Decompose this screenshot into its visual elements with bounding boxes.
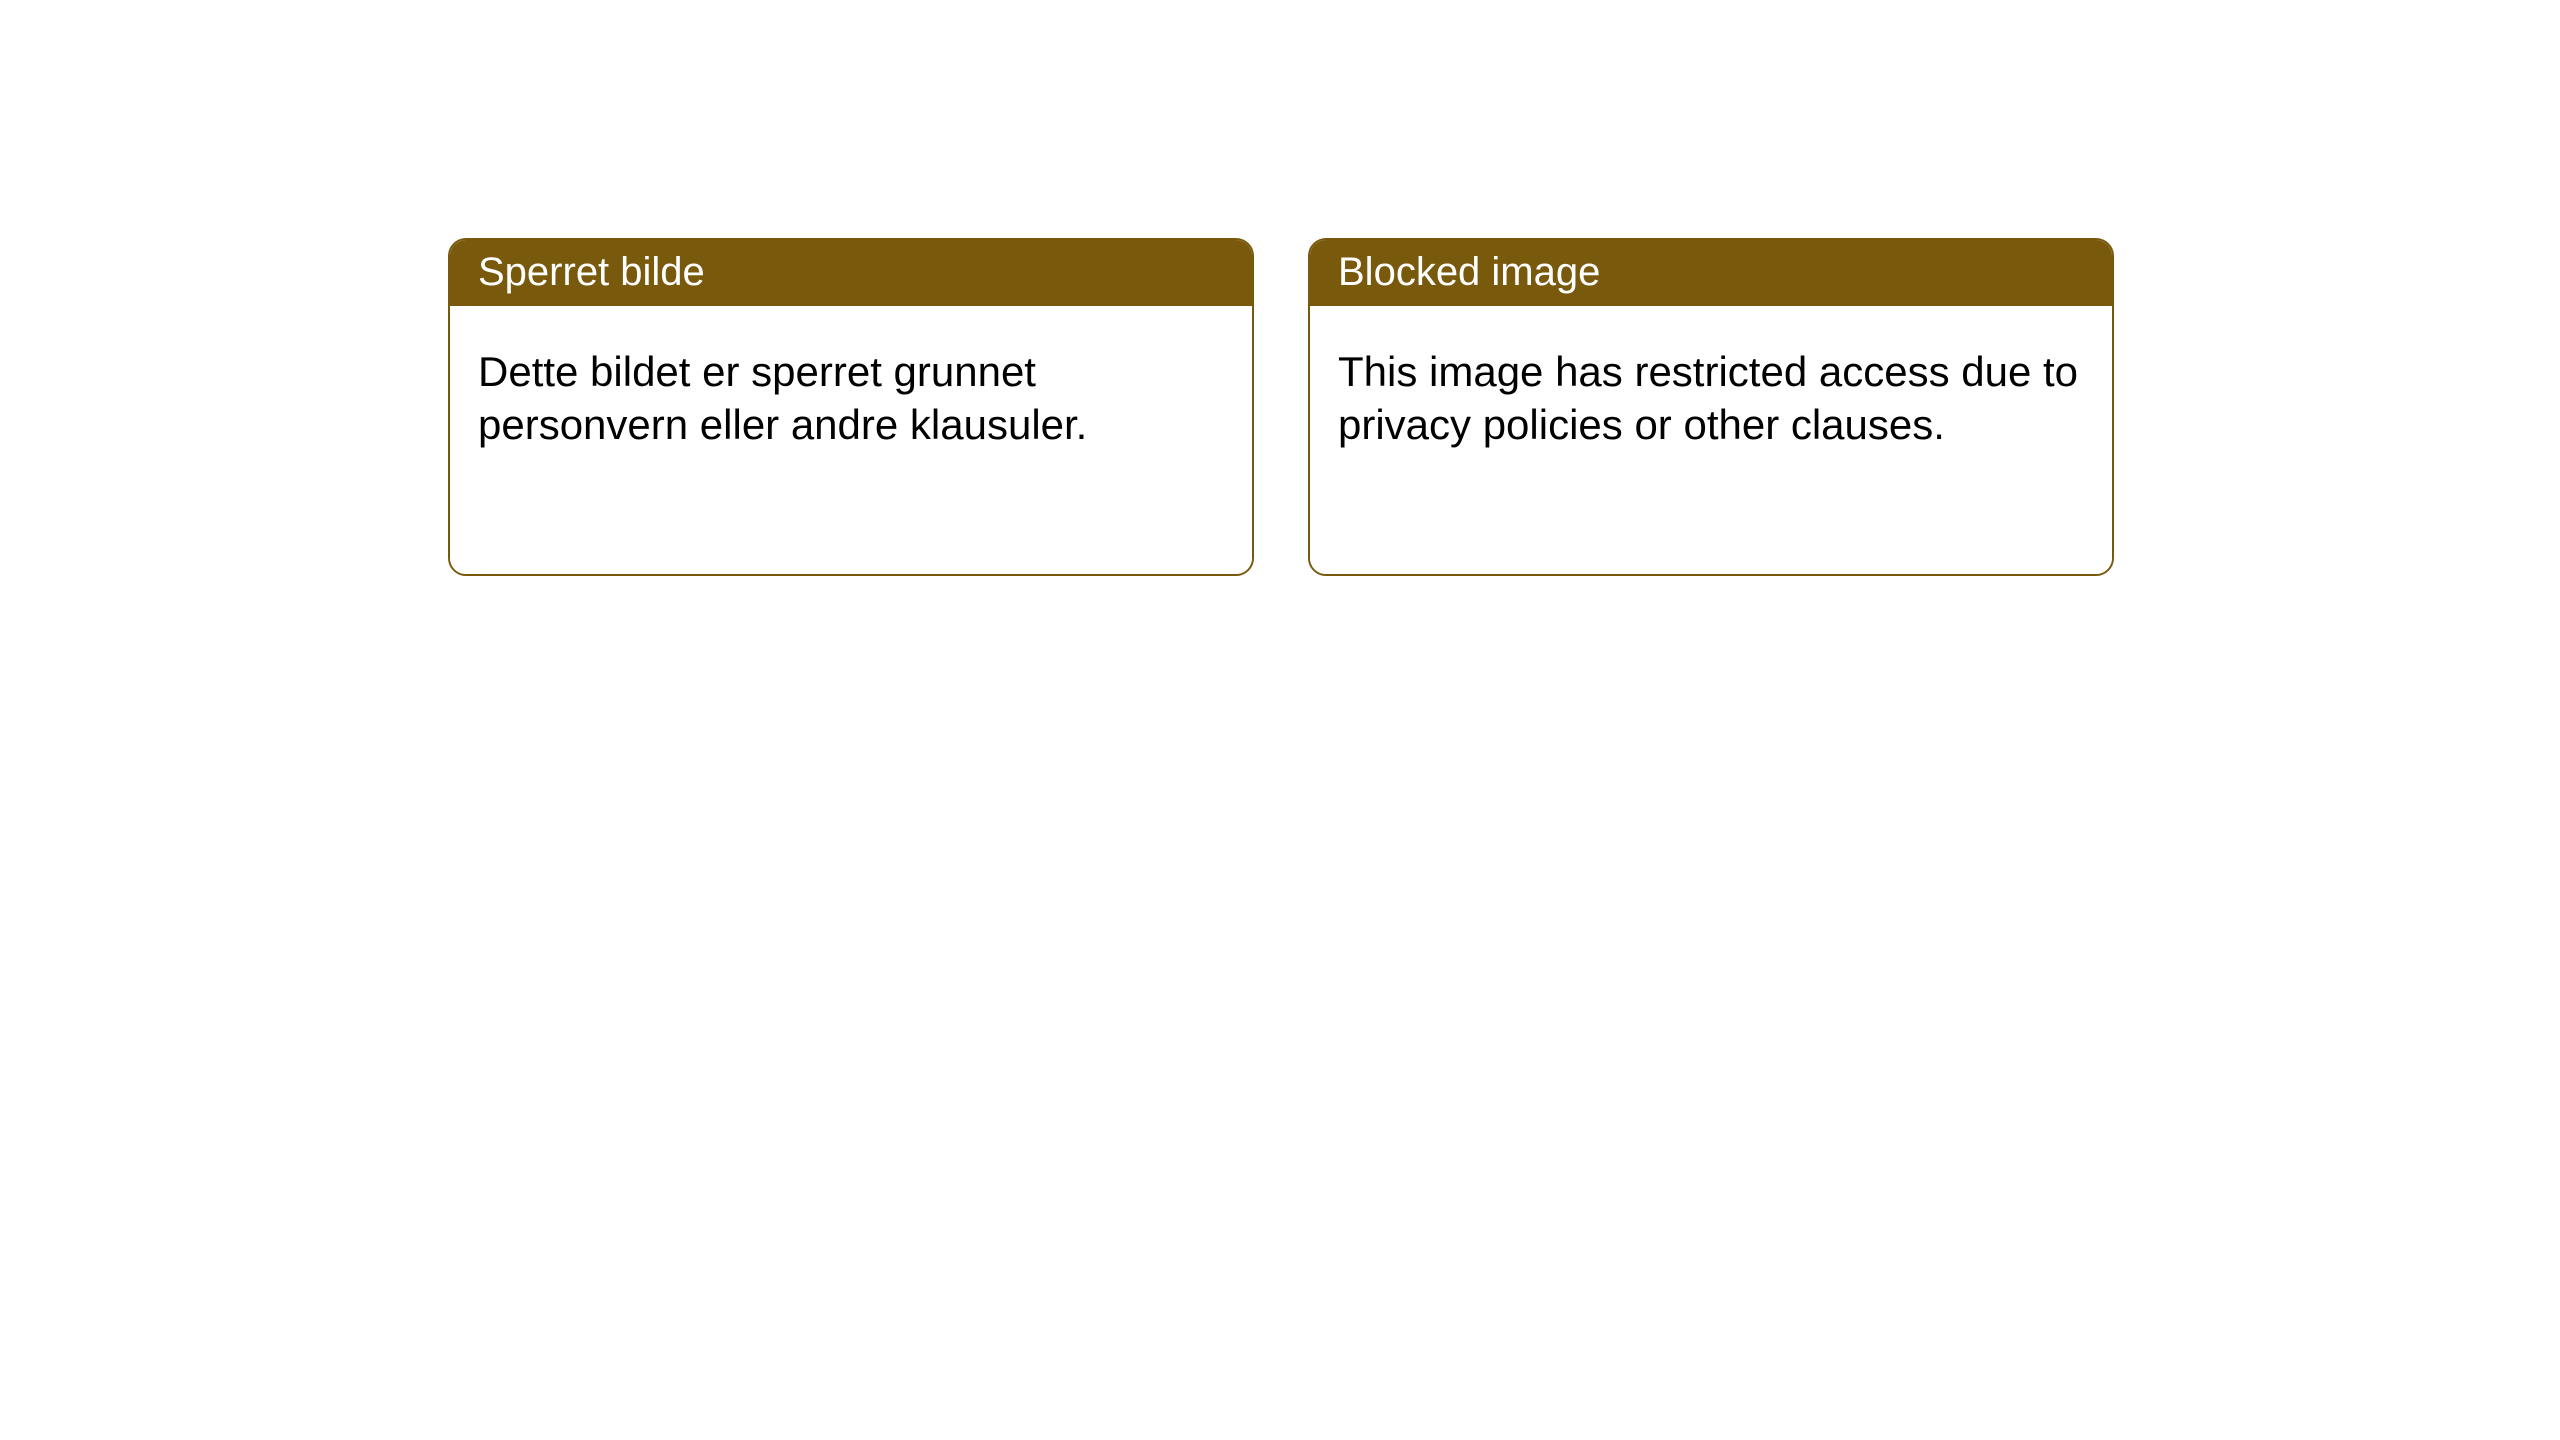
notice-text: This image has restricted access due to … — [1338, 348, 2078, 448]
notice-body: Dette bildet er sperret grunnet personve… — [450, 306, 1252, 574]
notice-card-english: Blocked image This image has restricted … — [1308, 238, 2114, 576]
notice-text: Dette bildet er sperret grunnet personve… — [478, 348, 1087, 448]
notice-title: Sperret bilde — [478, 250, 705, 294]
notice-container: Sperret bilde Dette bildet er sperret gr… — [448, 238, 2114, 576]
notice-header: Blocked image — [1310, 240, 2112, 306]
notice-header: Sperret bilde — [450, 240, 1252, 306]
notice-body: This image has restricted access due to … — [1310, 306, 2112, 574]
notice-card-norwegian: Sperret bilde Dette bildet er sperret gr… — [448, 238, 1254, 576]
notice-title: Blocked image — [1338, 250, 1600, 294]
